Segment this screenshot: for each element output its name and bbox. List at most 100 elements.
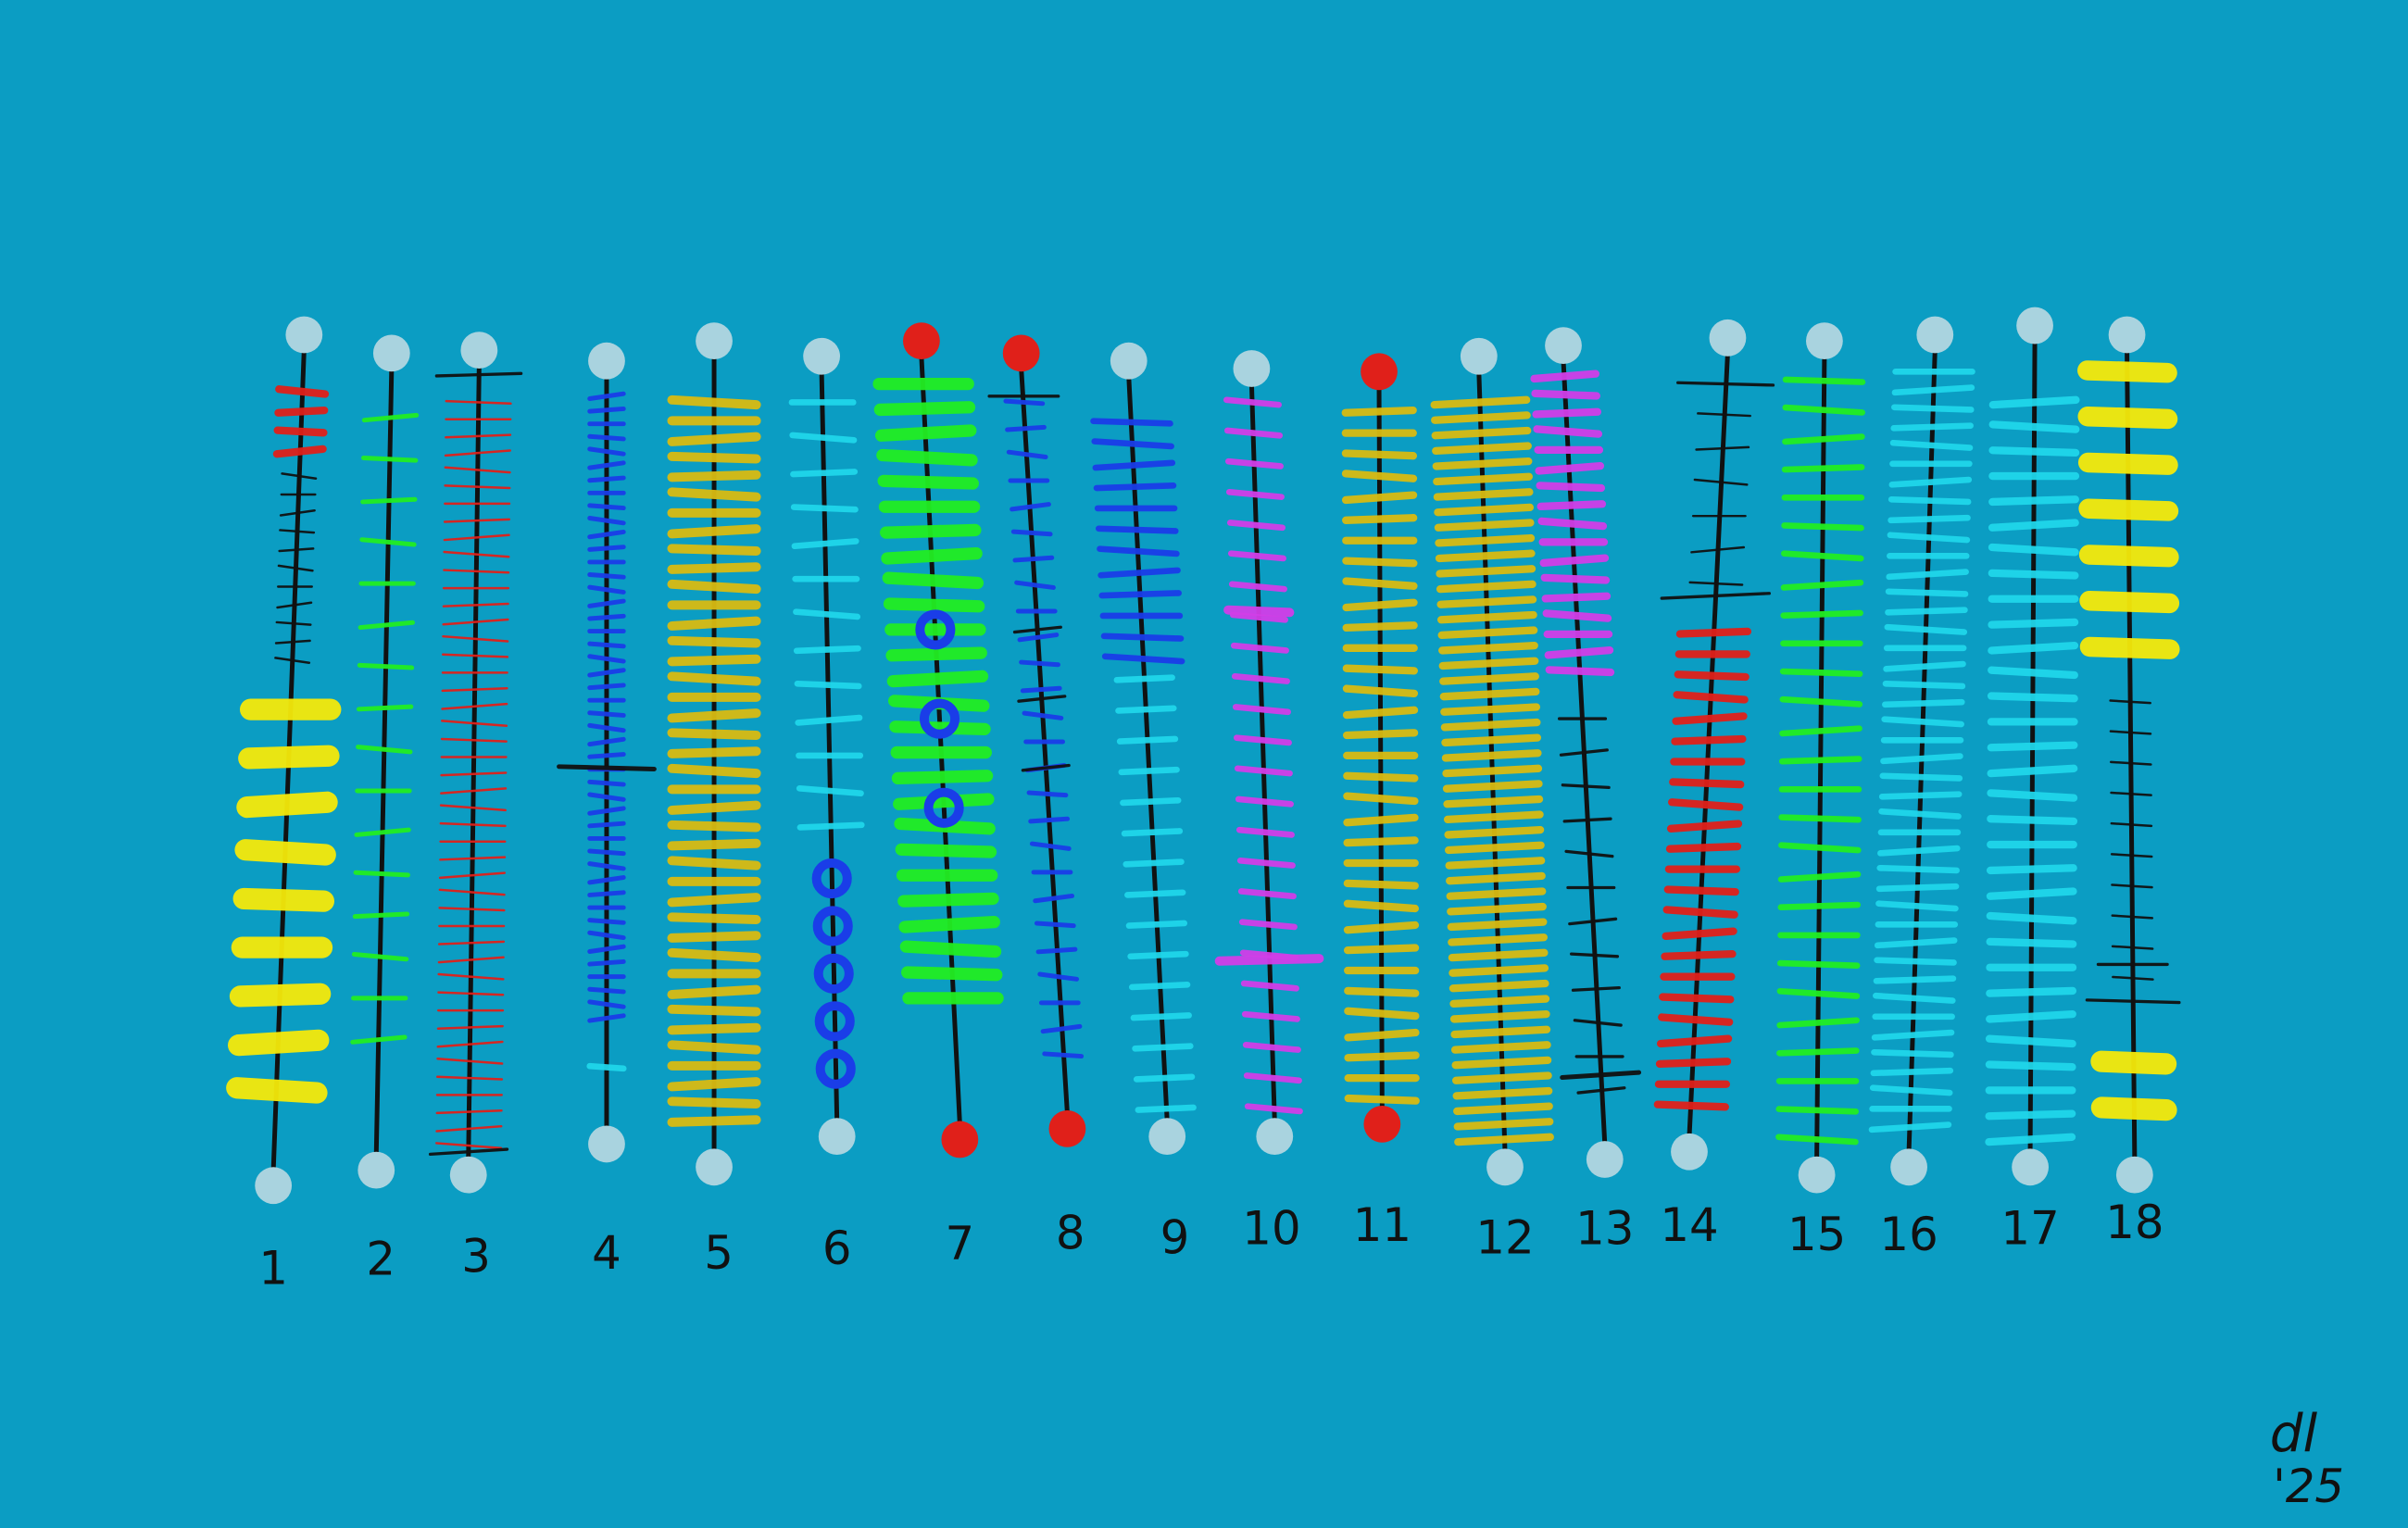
dash-mark xyxy=(436,1040,504,1048)
end-dot xyxy=(588,342,625,380)
dash-mark xyxy=(1447,918,1548,932)
dash-mark xyxy=(1443,795,1544,808)
ring-mark xyxy=(915,609,956,650)
dash-mark xyxy=(1097,545,1180,557)
dash-mark xyxy=(1434,519,1535,532)
dash-mark xyxy=(360,496,418,505)
dash-mark xyxy=(1576,1086,1626,1095)
dash-mark xyxy=(437,991,505,996)
dash-mark xyxy=(435,1142,503,1149)
dash-mark xyxy=(1343,813,1419,827)
end-dot xyxy=(818,1118,856,1156)
dash-mark xyxy=(796,821,865,831)
dash-mark xyxy=(1435,533,1536,547)
end-dot xyxy=(1916,316,1954,354)
dash-mark xyxy=(1342,577,1418,590)
dash-mark xyxy=(587,820,626,829)
dash-mark xyxy=(893,793,995,810)
dash-mark xyxy=(1091,438,1174,450)
dash-mark xyxy=(1881,716,1964,728)
dash-mark xyxy=(667,856,761,870)
end-dot xyxy=(1890,1148,1927,1186)
dash-mark xyxy=(1777,901,1862,911)
dash-mark xyxy=(897,892,999,908)
dash-mark xyxy=(1093,482,1177,492)
dash-mark xyxy=(1227,550,1286,562)
dash-mark xyxy=(1343,771,1419,783)
dash-mark xyxy=(438,907,506,912)
dash-mark xyxy=(587,710,626,718)
dash-mark xyxy=(1342,684,1419,698)
dash-mark xyxy=(1128,981,1191,991)
dash-mark xyxy=(1776,1047,1860,1057)
dash-mark xyxy=(1533,425,1603,438)
dash-mark xyxy=(1343,729,1419,740)
dash-mark xyxy=(793,608,861,620)
dash-mark xyxy=(2109,699,2151,705)
dash-mark xyxy=(1697,412,1751,418)
dash-mark xyxy=(444,484,511,490)
dash-mark xyxy=(587,545,626,552)
dash-mark xyxy=(1986,887,2077,900)
dash-mark xyxy=(2110,791,2152,796)
column-label: 1 xyxy=(258,1242,288,1296)
dash-mark xyxy=(667,544,761,556)
dash-mark xyxy=(1988,395,2080,409)
end-dot xyxy=(2108,316,2146,354)
dash-mark xyxy=(443,569,510,574)
dash-mark xyxy=(1676,381,1775,387)
dash-mark xyxy=(238,745,340,770)
dash-mark xyxy=(1097,567,1181,579)
dash-mark xyxy=(1873,992,1956,1004)
column-label: 10 xyxy=(1242,1201,1300,1255)
dash-mark xyxy=(1665,842,1742,853)
dash-mark xyxy=(226,1077,328,1104)
dash-mark xyxy=(1130,1012,1192,1021)
dash-mark xyxy=(440,787,508,795)
dash-mark xyxy=(236,791,338,819)
dash-mark xyxy=(1450,1041,1551,1054)
dash-mark xyxy=(1888,495,1972,506)
dash-mark xyxy=(1662,927,1737,941)
dash-mark xyxy=(1571,985,1621,992)
dash-mark xyxy=(439,804,507,812)
dash-mark xyxy=(1115,705,1177,714)
end-dot xyxy=(372,334,410,372)
dash-mark xyxy=(587,668,626,678)
dash-mark xyxy=(1870,1067,1954,1077)
dash-mark xyxy=(794,680,862,690)
end-dot xyxy=(1586,1141,1624,1178)
dash-mark xyxy=(1241,1010,1300,1022)
dash-mark xyxy=(587,848,626,857)
column xyxy=(2077,316,2181,1194)
ring-mark xyxy=(813,953,854,994)
dash-mark xyxy=(1121,828,1184,837)
end-dot xyxy=(1002,334,1040,372)
dash-mark xyxy=(443,550,510,558)
dash-mark xyxy=(667,746,761,758)
dash-mark xyxy=(274,406,329,417)
dash-mark xyxy=(1100,632,1185,642)
signature-name: dl xyxy=(2270,1404,2318,1464)
column xyxy=(1214,350,1324,1156)
dash-mark xyxy=(587,683,626,691)
dash-mark xyxy=(1343,836,1419,847)
dash-mark xyxy=(1232,704,1291,716)
dash-mark xyxy=(1986,864,2077,875)
dash-mark xyxy=(1690,545,1746,554)
dash-mark xyxy=(587,792,626,802)
dash-mark xyxy=(1435,549,1536,563)
dash-mark xyxy=(351,951,409,962)
dash-mark xyxy=(1889,439,1974,451)
dash-mark xyxy=(1450,1025,1551,1039)
dash-mark xyxy=(1342,664,1418,675)
signature-year: '25 xyxy=(2273,1459,2344,1513)
dash-mark xyxy=(1568,917,1618,926)
dash-mark xyxy=(1012,555,1055,563)
dash-mark xyxy=(1240,980,1299,992)
end-dot xyxy=(803,337,841,375)
dash-mark xyxy=(1776,959,1861,970)
dash-mark xyxy=(1238,919,1298,931)
dash-mark xyxy=(1101,653,1185,665)
dash-mark xyxy=(1344,1051,1420,1062)
